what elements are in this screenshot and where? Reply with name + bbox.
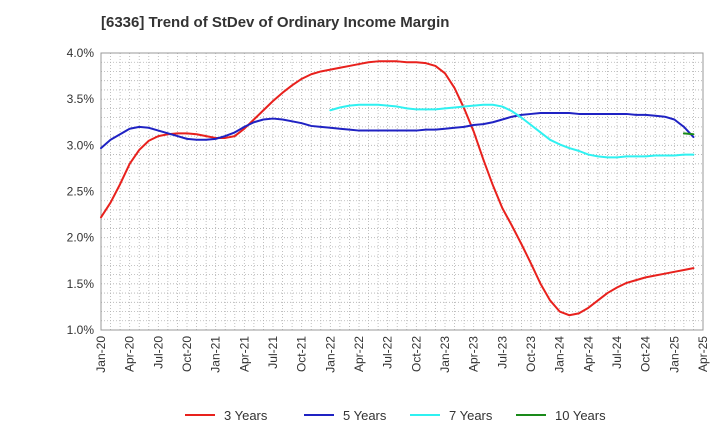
x-tick-label: Jan-24 bbox=[553, 336, 567, 373]
x-tick-label: Jan-20 bbox=[94, 336, 108, 373]
x-tick-label: Oct-21 bbox=[295, 336, 309, 372]
series-line-3-years bbox=[100, 60, 695, 317]
x-tick-label: Apr-24 bbox=[581, 336, 595, 372]
chart-title: [6336] Trend of StDev of Ordinary Income… bbox=[101, 14, 450, 31]
legend-label: 3 Years bbox=[224, 408, 268, 423]
grid-lines bbox=[101, 53, 703, 330]
series-line-10-years bbox=[682, 132, 695, 136]
y-tick-label: 1.5% bbox=[67, 277, 95, 291]
y-tick-label: 2.5% bbox=[67, 185, 95, 199]
y-tick-label: 1.0% bbox=[67, 323, 95, 337]
x-tick-label: Oct-24 bbox=[639, 336, 653, 372]
y-tick-label: 3.5% bbox=[67, 92, 95, 106]
series-lines bbox=[100, 60, 695, 317]
legend: 3 Years 5 Years 7 Years 10 Years bbox=[185, 408, 606, 423]
x-tick-label: Jul-24 bbox=[610, 336, 624, 369]
plot-border bbox=[100, 52, 704, 331]
y-tick-label: 4.0% bbox=[67, 46, 95, 60]
x-tick-label: Apr-23 bbox=[467, 336, 481, 372]
x-tick-label: Jan-22 bbox=[323, 336, 337, 373]
y-axis-ticks: 1.0% 1.5% 2.0% 2.5% 3.0% 3.5% 4.0% bbox=[67, 46, 95, 337]
x-tick-label: Apr-22 bbox=[352, 336, 366, 372]
x-tick-label: Jul-20 bbox=[151, 336, 165, 369]
x-tick-label: Jan-25 bbox=[667, 336, 681, 373]
x-tick-label: Jul-21 bbox=[266, 336, 280, 369]
legend-label: 7 Years bbox=[449, 408, 493, 423]
series-line-7-years bbox=[329, 103, 695, 159]
legend-label: 10 Years bbox=[555, 408, 606, 423]
x-tick-label: Jan-21 bbox=[209, 336, 223, 373]
x-tick-label: Oct-20 bbox=[180, 336, 194, 372]
x-tick-label: Apr-25 bbox=[696, 336, 710, 372]
x-tick-label: Jul-23 bbox=[495, 336, 509, 369]
series-line-5-years bbox=[100, 112, 695, 150]
x-axis-ticks: Jan-20 Apr-20 Jul-20 Oct-20 Jan-21 Apr-21 Jul-… bbox=[94, 336, 710, 373]
x-tick-label: Apr-20 bbox=[123, 336, 137, 372]
x-tick-label: Oct-22 bbox=[409, 336, 423, 372]
legend-label: 5 Years bbox=[343, 408, 387, 423]
x-tick-label: Oct-23 bbox=[524, 336, 538, 372]
x-tick-label: Jan-23 bbox=[438, 336, 452, 373]
x-tick-label: Jul-22 bbox=[381, 336, 395, 369]
y-tick-label: 2.0% bbox=[67, 231, 95, 245]
x-tick-label: Apr-21 bbox=[237, 336, 251, 372]
y-tick-label: 3.0% bbox=[67, 138, 95, 152]
